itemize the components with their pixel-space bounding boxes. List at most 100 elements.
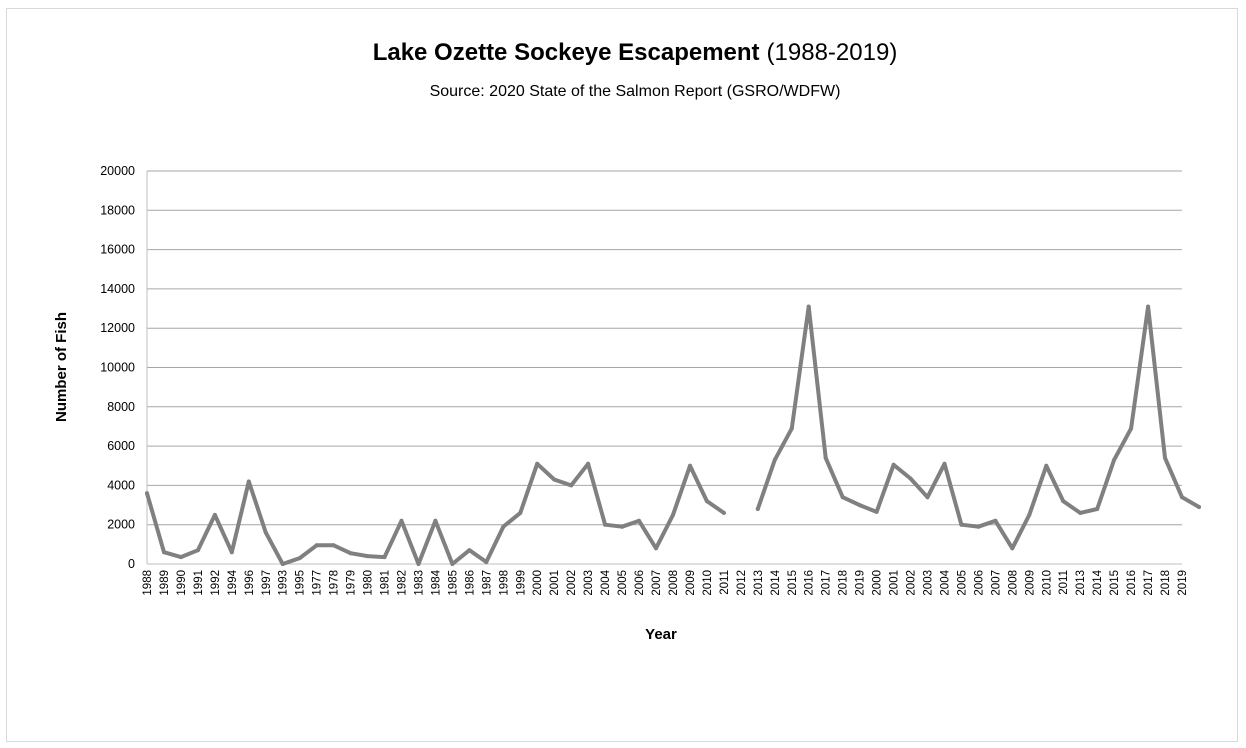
x-tick-label: 1977 — [312, 570, 324, 596]
x-tick-label: 2019 — [1177, 570, 1189, 596]
x-tick-label: 2011 — [719, 570, 731, 595]
y-tick-label: 8000 — [107, 400, 135, 414]
data-point-2008-31 — [671, 512, 675, 517]
x-tick-label: 2009 — [685, 570, 697, 596]
data-point-2010-53 — [1044, 463, 1049, 468]
data-point-2014-56 — [1095, 507, 1100, 511]
x-tick-label: 1989 — [159, 570, 171, 596]
x-tick-label: 2019 — [855, 570, 867, 596]
y-tick-labels: 0 2000 4000 6000 8000 10000 12000 14000 16000 180… — [100, 164, 135, 571]
chart-title-years: (1988-2019) — [767, 39, 898, 66]
x-tick-label: 2018 — [838, 570, 850, 596]
data-point-2000-23 — [535, 461, 540, 466]
series-escapement — [145, 304, 1201, 566]
x-tick-label: 2002 — [566, 570, 578, 596]
data-point-1982-15 — [399, 518, 404, 523]
data-point-2002-45 — [908, 476, 913, 481]
y-tick-label: 10000 — [100, 361, 135, 375]
y-tick-label: 0 — [128, 557, 135, 571]
x-tick-label: 2000 — [532, 570, 544, 596]
x-tick-label: 1995 — [295, 570, 307, 596]
x-tick-label: 1978 — [329, 570, 341, 596]
x-tick-label: 2015 — [1109, 570, 1121, 596]
chart: Lake Ozette Sockeye Escapement (1988-2019… — [53, 39, 1201, 643]
x-tick-label: 1982 — [397, 570, 409, 596]
data-point-2016-58 — [1129, 426, 1134, 431]
x-tick-label: 2013 — [753, 570, 765, 596]
y-tick-label: 14000 — [100, 282, 135, 296]
data-point-1991-3 — [195, 548, 200, 553]
data-point-2008-51 — [1010, 546, 1015, 551]
x-tick-label: 2003 — [583, 570, 595, 596]
data-point-1986-19 — [467, 548, 472, 553]
x-tick-label: 1998 — [498, 570, 510, 596]
data-point-2019-61 — [1180, 495, 1184, 500]
x-tick-label: 1985 — [447, 570, 459, 596]
data-point-2003-46 — [925, 495, 930, 500]
x-tick-label: 2005 — [617, 570, 629, 596]
data-point-1980-13 — [365, 554, 370, 559]
data-point-2009-52 — [1027, 512, 1032, 517]
data-point-1985-18 — [450, 562, 455, 566]
data-point-2019-42 — [857, 503, 862, 508]
data-point-2007-30 — [654, 546, 658, 551]
x-tick-label: 1993 — [278, 570, 290, 596]
x-tick-label: 1991 — [193, 570, 205, 596]
x-tick-label: 2007 — [651, 570, 663, 596]
x-axis-label: Year — [645, 626, 677, 643]
data-point-2004-27 — [603, 522, 608, 527]
y-tick-label: 2000 — [107, 518, 135, 532]
y-tick-label: 4000 — [107, 478, 135, 492]
data-point-2010-33 — [704, 499, 709, 504]
data-point-2016-39 — [806, 304, 811, 309]
x-tick-label: 1986 — [464, 570, 476, 596]
data-point-2004-47 — [942, 461, 947, 466]
series-line-segment-0 — [145, 461, 726, 566]
x-tick-label: 2016 — [1126, 570, 1138, 596]
data-point-2009-32 — [688, 463, 692, 468]
chart-frame: Lake Ozette Sockeye Escapement (1988-2019… — [6, 8, 1238, 742]
data-point-2014-37 — [772, 457, 777, 462]
x-tick-label: 2008 — [1007, 570, 1019, 596]
x-tick-label: 2001 — [549, 570, 561, 596]
data-point-1979-12 — [348, 551, 353, 556]
data-point-2015-57 — [1112, 457, 1117, 462]
data-point-1998-21 — [501, 524, 506, 529]
x-tick-label: 2016 — [804, 570, 816, 596]
data-point-2017-40 — [823, 455, 828, 460]
x-tick-label: 1992 — [210, 570, 222, 596]
data-point-2001-44 — [891, 462, 896, 467]
x-tick-label: 1988 — [142, 570, 154, 596]
data-point-1994-5 — [229, 550, 234, 555]
data-point-1984-17 — [433, 518, 438, 523]
x-tick-label: 2006 — [973, 570, 985, 596]
x-tick-label: 2018 — [1160, 570, 1172, 596]
x-tick-label: 2000 — [872, 570, 884, 596]
data-point-2011-54 — [1061, 499, 1066, 504]
x-tick-label: 2013 — [1075, 570, 1087, 596]
data-point-1987-20 — [484, 560, 489, 564]
data-point-2003-26 — [586, 461, 591, 466]
x-tick-label: 2002 — [906, 570, 918, 596]
data-point-2017-59 — [1146, 304, 1151, 309]
chart-subtitle: Source: 2020 State of the Salmon Report … — [430, 83, 841, 100]
x-tick-label: 2004 — [600, 569, 612, 595]
y-tick-label: 12000 — [100, 321, 135, 335]
data-point-2015-38 — [789, 426, 794, 431]
data-point-1989-1 — [162, 550, 166, 555]
x-tick-label: 1994 — [227, 569, 239, 595]
data-point-2006-29 — [637, 518, 641, 523]
x-tick-label: 1984 — [430, 569, 442, 595]
data-point-1999-22 — [518, 510, 523, 515]
x-tick-label: 2009 — [1024, 570, 1036, 596]
data-point-2005-48 — [959, 522, 964, 527]
data-point-1997-7 — [263, 530, 268, 535]
data-point-1981-14 — [382, 555, 387, 560]
data-point-1993-8 — [280, 562, 285, 566]
x-tick-label: 2014 — [770, 569, 782, 595]
data-point-2007-50 — [993, 518, 998, 523]
data-point-2006-49 — [976, 524, 981, 529]
data-point-2018-41 — [840, 495, 845, 500]
x-tick-label: 2012 — [736, 570, 748, 596]
x-tick-label: 1987 — [481, 570, 493, 596]
